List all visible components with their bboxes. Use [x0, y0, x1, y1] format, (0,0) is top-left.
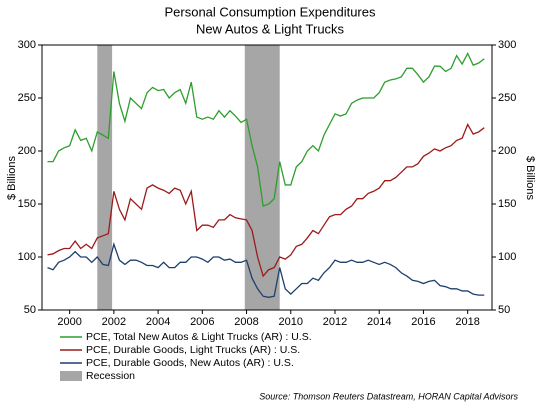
series-line [47, 52, 485, 208]
x-tick-label: 2010 [279, 316, 303, 328]
y2-tick-label: 300 [498, 39, 516, 51]
y-tick-label: 300 [18, 39, 36, 51]
series-line [47, 242, 485, 298]
y2-tick-label: 250 [498, 92, 516, 104]
plot-frame [41, 44, 493, 311]
legend-label: PCE, Durable Goods, New Autos (AR) : U.S… [86, 357, 294, 369]
x-tick-label: 2008 [234, 316, 258, 328]
recession-band [244, 45, 280, 310]
source-note: Source: Thomson Reuters Datastream, HORA… [259, 391, 518, 401]
y2-tick-label: 150 [498, 198, 516, 210]
legend-label: PCE, Total New Autos & Light Trucks (AR)… [86, 331, 312, 343]
y-axis-label: $ Billions [6, 155, 18, 200]
x-tick-label: 2000 [57, 316, 81, 328]
x-tick-label: 2004 [146, 316, 170, 328]
x-tick-label: 2016 [411, 316, 435, 328]
legend-label: PCE, Durable Goods, Light Trucks (AR) : … [86, 344, 300, 356]
y2-axis-label: $ Billions [524, 156, 536, 201]
y2-tick-label: 100 [498, 251, 516, 263]
x-tick-label: 2006 [190, 316, 214, 328]
y-tick-label: 150 [18, 198, 36, 210]
x-tick-label: 2018 [455, 316, 479, 328]
legend-swatch [60, 371, 82, 381]
x-tick-label: 2014 [367, 316, 391, 328]
y-tick-label: 100 [18, 251, 36, 263]
y-tick-label: 50 [24, 304, 36, 316]
y2-tick-label: 50 [498, 304, 510, 316]
y2-tick-label: 200 [498, 145, 516, 157]
recession-band [97, 45, 113, 310]
x-tick-label: 2002 [102, 316, 126, 328]
y-tick-label: 200 [18, 145, 36, 157]
x-tick-label: 2012 [323, 316, 347, 328]
chart-title: Personal Consumption Expenditures [164, 4, 376, 19]
series-line [47, 123, 485, 278]
y-tick-label: 250 [18, 92, 36, 104]
chart-subtitle: New Autos & Light Trucks [196, 21, 345, 36]
legend-label: Recession [86, 370, 135, 382]
